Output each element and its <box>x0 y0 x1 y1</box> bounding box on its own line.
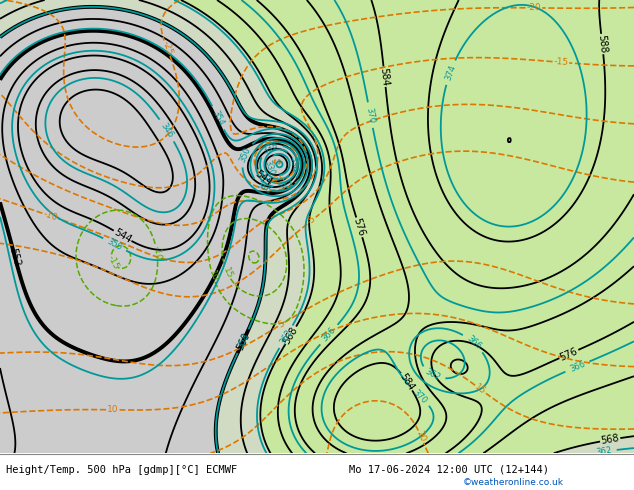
Text: 362: 362 <box>424 368 442 383</box>
Text: 10: 10 <box>107 405 119 415</box>
Text: 338: 338 <box>261 140 280 155</box>
Text: 358: 358 <box>236 332 250 350</box>
Text: 350: 350 <box>105 237 124 252</box>
Text: 366: 366 <box>568 359 586 374</box>
Text: Mo 17-06-2024 12:00 UTC (12+144): Mo 17-06-2024 12:00 UTC (12+144) <box>349 465 548 475</box>
Text: 20: 20 <box>415 430 427 443</box>
Text: -15: -15 <box>105 254 120 271</box>
Text: 362: 362 <box>278 327 294 346</box>
Text: 584: 584 <box>378 67 391 86</box>
Text: 346: 346 <box>254 180 273 196</box>
Text: 330: 330 <box>262 159 276 177</box>
Text: 544: 544 <box>254 168 274 187</box>
Text: 560: 560 <box>235 331 252 351</box>
Text: 370: 370 <box>411 388 429 405</box>
Text: 362: 362 <box>595 446 612 457</box>
Text: 10: 10 <box>207 269 219 283</box>
Text: -10: -10 <box>152 245 162 261</box>
Text: Height/Temp. 500 hPa [gdmp][°C] ECMWF: Height/Temp. 500 hPa [gdmp][°C] ECMWF <box>6 465 238 475</box>
Text: 334: 334 <box>288 155 299 172</box>
Text: 350: 350 <box>238 146 252 164</box>
Text: 576: 576 <box>559 345 579 362</box>
Text: -5: -5 <box>305 214 318 227</box>
Text: 346: 346 <box>158 121 175 140</box>
Text: 584: 584 <box>398 371 416 392</box>
Text: 552: 552 <box>8 247 22 268</box>
Text: 5: 5 <box>276 319 286 330</box>
Text: 544: 544 <box>112 227 133 245</box>
Text: -15: -15 <box>553 57 569 67</box>
Text: 15: 15 <box>221 266 234 280</box>
Text: 342: 342 <box>277 179 295 193</box>
Text: 354: 354 <box>210 109 226 127</box>
Text: -25: -25 <box>270 174 286 186</box>
Text: -20: -20 <box>527 3 541 12</box>
Text: 568: 568 <box>281 325 300 346</box>
Text: 366: 366 <box>320 325 338 343</box>
Text: 568: 568 <box>600 433 620 446</box>
Text: 15: 15 <box>473 382 488 396</box>
Text: 576: 576 <box>352 217 366 238</box>
Text: 588: 588 <box>597 34 608 54</box>
Text: -25: -25 <box>160 40 174 57</box>
Text: 370: 370 <box>365 106 376 124</box>
Text: -10: -10 <box>42 209 59 222</box>
Text: ©weatheronline.co.uk: ©weatheronline.co.uk <box>463 478 564 487</box>
Text: 374: 374 <box>443 63 457 81</box>
Text: 366: 366 <box>465 334 482 351</box>
